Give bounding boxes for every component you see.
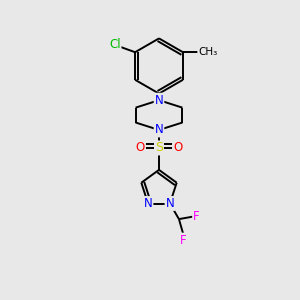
Text: CH₃: CH₃	[198, 47, 218, 57]
Text: N: N	[154, 124, 164, 136]
Text: O: O	[173, 142, 182, 154]
Text: N: N	[144, 197, 152, 210]
Text: Cl: Cl	[109, 38, 121, 51]
Text: N: N	[166, 197, 174, 210]
Text: N: N	[154, 94, 164, 107]
Text: S: S	[155, 142, 163, 154]
Text: F: F	[193, 210, 200, 223]
Text: O: O	[136, 142, 145, 154]
Text: F: F	[180, 234, 187, 247]
